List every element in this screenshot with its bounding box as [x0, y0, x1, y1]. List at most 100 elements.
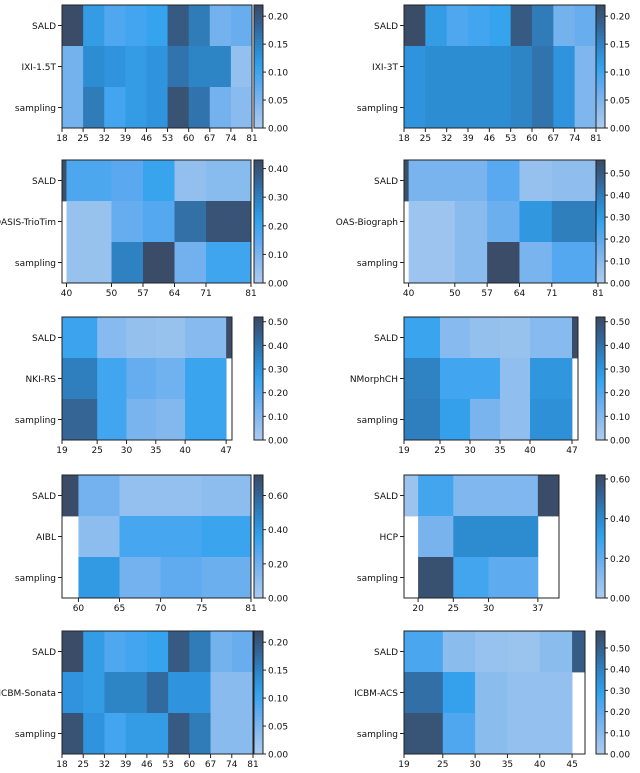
- heatmap-cell: [155, 317, 186, 359]
- heatmap-cell: [209, 46, 232, 88]
- colorbar-segment: [596, 270, 605, 275]
- x-tick-label: 20: [412, 604, 424, 614]
- heatmap-cell: [488, 516, 539, 558]
- colorbar-segment: [596, 84, 605, 89]
- colorbar-segment: [596, 375, 605, 379]
- heatmap-cell: [446, 5, 469, 47]
- colorbar-segment: [254, 548, 263, 553]
- colorbar-tick-label: 0.30: [610, 687, 630, 697]
- colorbar-tick-label: 0.00: [610, 437, 630, 447]
- colorbar-segment: [254, 178, 263, 183]
- heatmap-cell: [206, 201, 252, 243]
- colorbar-segment: [596, 38, 605, 43]
- heatmap-cell: [408, 242, 456, 284]
- x-tick-label: 35: [502, 760, 513, 770]
- colorbar-segment: [254, 505, 263, 510]
- colorbar-tick-label: 0.00: [268, 751, 288, 761]
- heatmap-cell: [404, 46, 426, 88]
- colorbar-segment: [596, 338, 605, 343]
- colorbar-segment: [254, 230, 263, 235]
- x-tick-label: 37: [532, 604, 543, 614]
- heatmap-cell: [574, 87, 597, 129]
- colorbar-segment: [254, 649, 263, 654]
- x-tick-label: 47: [566, 446, 577, 456]
- x-tick-label: 40: [534, 760, 546, 770]
- colorbar-tick-label: 0.40: [610, 192, 630, 202]
- colorbar-segment: [596, 680, 605, 684]
- heatmap-cell: [146, 5, 168, 47]
- colorbar-segment: [254, 320, 263, 324]
- colorbar-segment: [254, 393, 263, 398]
- colorbar-segment: [596, 670, 605, 675]
- colorbar-segment: [254, 573, 263, 577]
- heatmap-cell: [530, 358, 573, 400]
- colorbar-segment: [596, 396, 605, 401]
- heatmap-cell: [111, 201, 144, 243]
- colorbar-tick-label: 0.05: [268, 723, 288, 733]
- colorbar-segment: [254, 661, 263, 666]
- colorbar-tick-label: 0.20: [610, 13, 630, 23]
- colorbar-segment: [596, 576, 605, 581]
- y-tick-label: sampling: [15, 104, 56, 114]
- x-tick-label: 32: [99, 760, 110, 770]
- colorbar-tick-label: 0.10: [268, 251, 288, 261]
- colorbar-segment: [254, 97, 263, 101]
- colorbar-segment: [254, 677, 263, 681]
- colorbar-segment: [596, 524, 605, 528]
- heatmap-cell: [510, 5, 533, 47]
- heatmap-cell: [126, 358, 157, 400]
- y-tick-label: SALD: [374, 334, 398, 344]
- heatmap-cell: [168, 631, 190, 673]
- heatmap-cell: [226, 317, 233, 359]
- colorbar-segment: [254, 270, 263, 275]
- colorbar-segment: [596, 594, 605, 599]
- heatmap-cell: [62, 713, 84, 755]
- colorbar-segment: [254, 508, 263, 513]
- colorbar-segment: [596, 558, 605, 562]
- x-tick-label: 65: [114, 604, 125, 614]
- colorbar-segment: [596, 747, 605, 752]
- colorbar-segment: [254, 252, 263, 256]
- colorbar-segment: [254, 60, 263, 64]
- y-tick-label: sampling: [15, 730, 56, 740]
- colorbar-segment: [596, 279, 605, 284]
- x-tick-label: 71: [200, 289, 211, 299]
- heatmap-cell: [210, 713, 233, 755]
- colorbar-segment: [254, 121, 263, 126]
- colorbar-segment: [596, 103, 605, 107]
- x-tick-label: 25: [434, 446, 445, 456]
- colorbar-segment: [596, 585, 605, 590]
- colorbar-segment: [596, 732, 605, 737]
- colorbar-segment: [254, 112, 263, 117]
- colorbar-segment: [254, 570, 263, 574]
- colorbar-tick-label: 0.50: [610, 170, 630, 180]
- colorbar-segment: [596, 372, 605, 376]
- colorbar-segment: [254, 163, 263, 167]
- colorbar-segment: [254, 353, 263, 358]
- heatmap-cell: [126, 317, 157, 359]
- x-tick-label: 32: [441, 134, 452, 144]
- x-tick-label: 74: [225, 134, 237, 144]
- colorbar-segment: [254, 5, 263, 9]
- heatmap-cell: [201, 557, 252, 599]
- colorbar-segment: [596, 320, 605, 324]
- heatmap-cell: [143, 160, 175, 202]
- colorbar-segment: [596, 433, 605, 438]
- heatmap-cell: [489, 46, 512, 88]
- heatmap-cell: [404, 713, 444, 755]
- colorbar-tick-label: 0.10: [268, 69, 288, 79]
- colorbar-segment: [596, 60, 605, 64]
- colorbar-segment: [596, 243, 605, 247]
- y-tick-label: SALD: [32, 22, 56, 32]
- heatmap-cell: [206, 242, 252, 284]
- heatmap-cell: [539, 631, 573, 673]
- colorbar-segment: [596, 215, 605, 219]
- colorbar-segment: [596, 518, 605, 522]
- x-tick-label: 30: [469, 760, 481, 770]
- colorbar-segment: [254, 372, 263, 376]
- x-tick-label: 81: [590, 134, 601, 144]
- colorbar-segment: [254, 387, 263, 392]
- colorbar-segment: [596, 35, 605, 40]
- colorbar-segment: [596, 741, 605, 746]
- heatmap-cell: [404, 5, 426, 47]
